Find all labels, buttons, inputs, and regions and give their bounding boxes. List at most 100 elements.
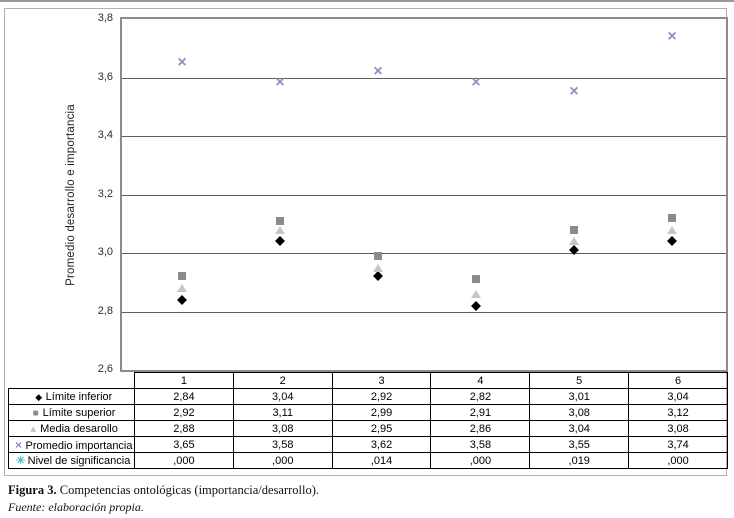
value-cell: 3,04 [232,388,333,405]
diamond-legend-icon: ◆ [35,391,43,402]
column-header: 6 [628,372,728,389]
table-corner-blank [9,373,135,389]
limite-inferior-marker [177,294,187,305]
series-name: Límite inferior [45,390,113,403]
figure-caption-text: Competencias ontológicas (importancia/de… [59,483,320,497]
square-legend-icon: ■ [32,407,39,419]
series-name: Límite superior [42,406,116,419]
table-row-promedio-importancia: × Promedio importancia 3,65 3,58 3,62 3,58 3,5… [8,436,728,453]
asterisk-legend-icon: ✳ [16,455,26,467]
gridline [122,136,726,137]
legend-cell-limite-inferior: ◆ Límite inferior [8,388,135,405]
y-tick-label: 3,6 [97,70,113,83]
limite-superior-marker [178,272,186,281]
limite-superior-marker [472,275,480,284]
value-cell: 3,58 [430,436,531,453]
value-cell: ,000 [134,452,234,469]
legend-cell-media-desarollo: ▲ Media desarollo [8,420,135,437]
value-cell: 3,04 [529,420,630,437]
value-cell: 2,86 [430,420,531,437]
figure-source: Fuente: elaboración propia. [8,500,144,514]
column-header: 2 [232,372,333,389]
legend-cell-promedio-importancia: × Promedio importancia [8,436,135,453]
value-cell: 2,95 [331,420,432,437]
table-row-limite-inferior: ◆ Límite inferior 2,84 3,04 2,92 2,82 3,01 3,04 [8,388,728,405]
plot-area: × × × × × × [120,17,728,372]
figure-caption: Figura 3. Competencias ontológicas (impo… [8,483,319,498]
data-table-legend: 1 2 3 4 5 6 ◆ Límite inferior 2,84 3,04 2,92 2,82 3,… [8,372,728,469]
value-cell: ,000 [628,452,728,469]
gridline [122,194,726,196]
limite-inferior-marker [275,236,285,247]
media-desarollo-marker [471,289,481,298]
media-desarollo-marker [373,263,383,272]
column-header: 4 [430,372,531,389]
value-cell: 3,62 [331,436,432,453]
value-cell: 2,99 [331,404,432,421]
legend-cell-limite-superior: ■ Límite superior [8,404,135,421]
value-cell: 2,92 [331,388,432,405]
promedio-importancia-marker: × [275,74,285,92]
series-name: Promedio importancia [25,439,133,452]
table-row-nivel-de-significancia: ✳ Nivel de significancia ,000,000,014,000,… [8,452,728,469]
value-cell: 3,08 [529,404,630,421]
value-cell: ,000 [232,452,333,469]
media-desarollo-marker [667,225,677,234]
value-cell: 3,04 [628,388,728,405]
page-top-rule [0,0,734,2]
media-desarollo-marker [569,237,579,246]
y-tick-label: 3,0 [97,246,113,258]
promedio-importancia-marker: × [569,83,579,101]
limite-inferior-marker [373,271,383,282]
limite-inferior-marker [471,300,481,311]
value-cell: 2,84 [134,388,234,405]
value-cell: 3,12 [628,404,728,421]
value-cell: 3,01 [529,388,630,405]
value-cell: 3,58 [232,436,333,453]
triangle-legend-icon: ▲ [28,423,39,435]
gridline [122,311,726,313]
value-cell: 2,82 [430,388,531,405]
media-desarollo-marker [275,225,285,234]
y-tick-label: 3,2 [97,187,113,200]
x-legend-icon: × [14,437,22,452]
column-header: 3 [331,372,432,389]
value-cell: 2,92 [134,404,234,421]
value-cell: 2,91 [430,404,531,421]
figure-panel: Promedio desarrollo e importancia 3,8 3,6… [4,8,728,476]
value-cell: 3,08 [628,420,728,437]
y-tick-label: 2,8 [97,304,113,317]
promedio-importancia-marker: × [667,27,677,45]
table-row-media-desarollo: ▲ Media desarollo 2,88 3,08 2,95 2,86 3,04 3,08 [8,420,728,437]
media-desarollo-marker [177,284,187,293]
limite-superior-marker [276,216,284,225]
series-name: Media desarollo [40,422,118,435]
column-header: 1 [134,372,234,389]
limite-superior-marker [374,251,382,260]
y-tick-label: 3,8 [97,12,113,24]
y-tick-label: 3,4 [97,129,113,141]
value-cell: 3,74 [628,436,728,453]
value-cell: ,000 [430,452,531,469]
table-row-limite-superior: ■ Límite superior 2,92 3,11 2,99 2,91 3,08 3,12 [8,404,728,421]
limite-superior-marker [668,213,676,222]
promedio-importancia-marker: × [177,53,187,71]
value-cell: 2,88 [134,420,234,437]
value-cell: 3,55 [529,436,630,453]
value-cell: 3,08 [232,420,333,437]
legend-cell-nivel-de-significancia: ✳ Nivel de significancia [8,452,135,469]
gridline [122,77,726,79]
promedio-importancia-marker: × [471,74,481,92]
limite-inferior-marker [667,236,677,247]
value-cell: ,014 [331,452,432,469]
value-cell: 3,11 [232,404,333,421]
value-cell: 3,65 [134,436,234,453]
figure-caption-label: Figura 3. [8,483,57,497]
value-cell: ,019 [529,452,630,469]
gridline [122,253,726,254]
y-tick-label: 2,6 [97,363,113,375]
promedio-importancia-marker: × [373,62,383,80]
column-header: 5 [529,372,630,389]
series-name: Nivel de significancia [27,455,131,467]
